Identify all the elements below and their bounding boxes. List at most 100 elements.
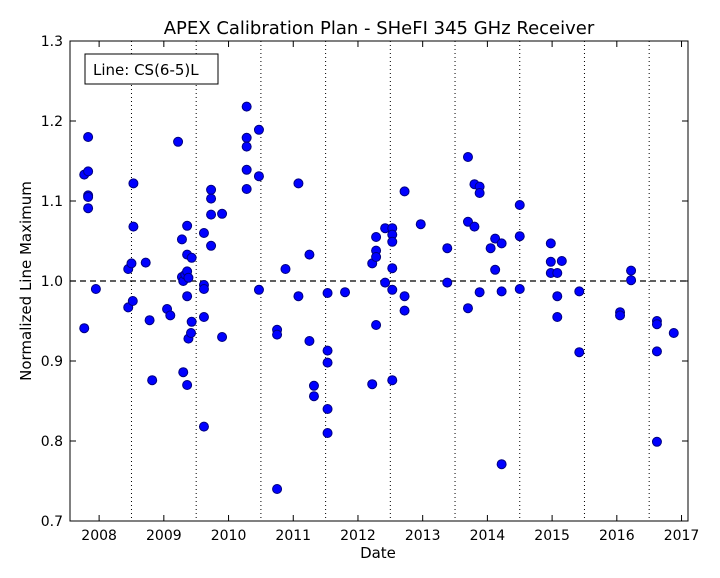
x-tick-label: 2017	[664, 528, 700, 544]
data-point	[83, 166, 94, 177]
x-axis-label: Date	[360, 544, 396, 562]
data-point	[496, 286, 507, 297]
data-point	[241, 184, 252, 194]
data-point	[272, 329, 283, 340]
data-point	[552, 268, 563, 278]
data-point	[651, 319, 662, 330]
data-point	[253, 284, 264, 295]
data-point	[474, 188, 485, 198]
data-point	[241, 132, 252, 143]
data-point	[165, 310, 176, 321]
x-tick-label: 2015	[534, 528, 570, 544]
data-point	[322, 404, 333, 414]
data-point	[552, 312, 563, 322]
data-point	[127, 296, 138, 306]
y-tick-label: 0.9	[41, 354, 63, 370]
data-point	[651, 346, 662, 357]
data-point	[241, 164, 252, 175]
data-point	[462, 303, 473, 314]
data-point	[83, 132, 94, 142]
data-point	[178, 367, 189, 378]
data-point	[490, 264, 501, 275]
data-point	[469, 221, 480, 232]
data-point	[176, 234, 187, 245]
data-point	[322, 345, 333, 356]
data-point	[206, 184, 217, 195]
data-point	[340, 287, 351, 298]
data-point	[415, 219, 426, 230]
data-point	[241, 141, 252, 152]
data-point	[147, 375, 158, 386]
y-tick-label: 1.2	[41, 114, 63, 130]
data-point	[186, 316, 197, 327]
y-tick-label: 1.0	[41, 274, 63, 290]
data-point	[626, 275, 637, 286]
data-point	[322, 288, 333, 298]
data-point	[367, 379, 378, 390]
data-point	[293, 178, 304, 189]
data-point	[308, 380, 319, 391]
data-point	[322, 428, 333, 438]
x-tick-label: 2013	[405, 528, 441, 544]
data-point	[308, 391, 319, 402]
data-point	[182, 380, 193, 390]
x-tick-label: 2012	[340, 528, 376, 544]
data-point	[198, 312, 209, 322]
data-point	[651, 436, 662, 447]
legend-box: Line: CS(6-5)L	[84, 53, 219, 85]
data-point	[183, 272, 194, 283]
data-point	[387, 375, 398, 386]
data-point	[280, 264, 291, 274]
data-point	[496, 238, 507, 249]
y-axis-label: Normalized Line Maximum	[17, 181, 35, 381]
data-point	[399, 305, 410, 316]
legend-label: Line: CS(6-5)L	[93, 61, 199, 79]
data-point	[387, 236, 398, 247]
data-point	[514, 200, 525, 210]
y-tick-label: 1.1	[41, 194, 63, 210]
data-point	[615, 310, 626, 321]
data-point	[83, 192, 94, 202]
data-point	[545, 256, 556, 267]
data-point	[574, 347, 585, 358]
data-point	[126, 258, 137, 269]
data-point	[79, 323, 90, 334]
data-point	[556, 256, 567, 266]
data-point	[496, 459, 507, 470]
y-tick-label: 0.7	[41, 514, 63, 530]
data-point	[128, 178, 139, 189]
data-point	[206, 193, 217, 204]
data-point	[198, 228, 209, 238]
data-point	[399, 291, 410, 302]
data-point	[217, 208, 228, 219]
data-point	[182, 291, 193, 302]
data-point	[90, 284, 101, 294]
data-point	[304, 249, 315, 260]
data-point	[83, 203, 94, 214]
data-point	[304, 336, 315, 346]
x-tick-label: 2010	[211, 528, 247, 544]
chart-title: APEX Calibration Plan - SHeFI 345 GHz Re…	[164, 18, 595, 39]
data-point	[186, 252, 197, 263]
data-point	[442, 277, 453, 288]
data-point	[485, 243, 496, 254]
data-point	[371, 252, 382, 262]
data-point	[380, 277, 391, 288]
x-tick-label: 2016	[599, 528, 635, 544]
data-point	[198, 421, 209, 432]
data-point	[371, 232, 382, 242]
data-point	[182, 220, 193, 231]
y-tick-label: 1.3	[41, 34, 63, 50]
data-point	[545, 238, 556, 249]
data-point	[387, 263, 398, 274]
data-point	[128, 221, 139, 232]
data-point	[552, 291, 563, 302]
data-point	[399, 186, 410, 197]
data-point	[186, 328, 197, 338]
data-point	[442, 243, 453, 254]
data-point	[474, 287, 485, 298]
data-point	[626, 265, 637, 276]
y-tick-label: 0.8	[41, 434, 63, 450]
data-point	[173, 136, 184, 147]
data-point	[253, 171, 264, 182]
